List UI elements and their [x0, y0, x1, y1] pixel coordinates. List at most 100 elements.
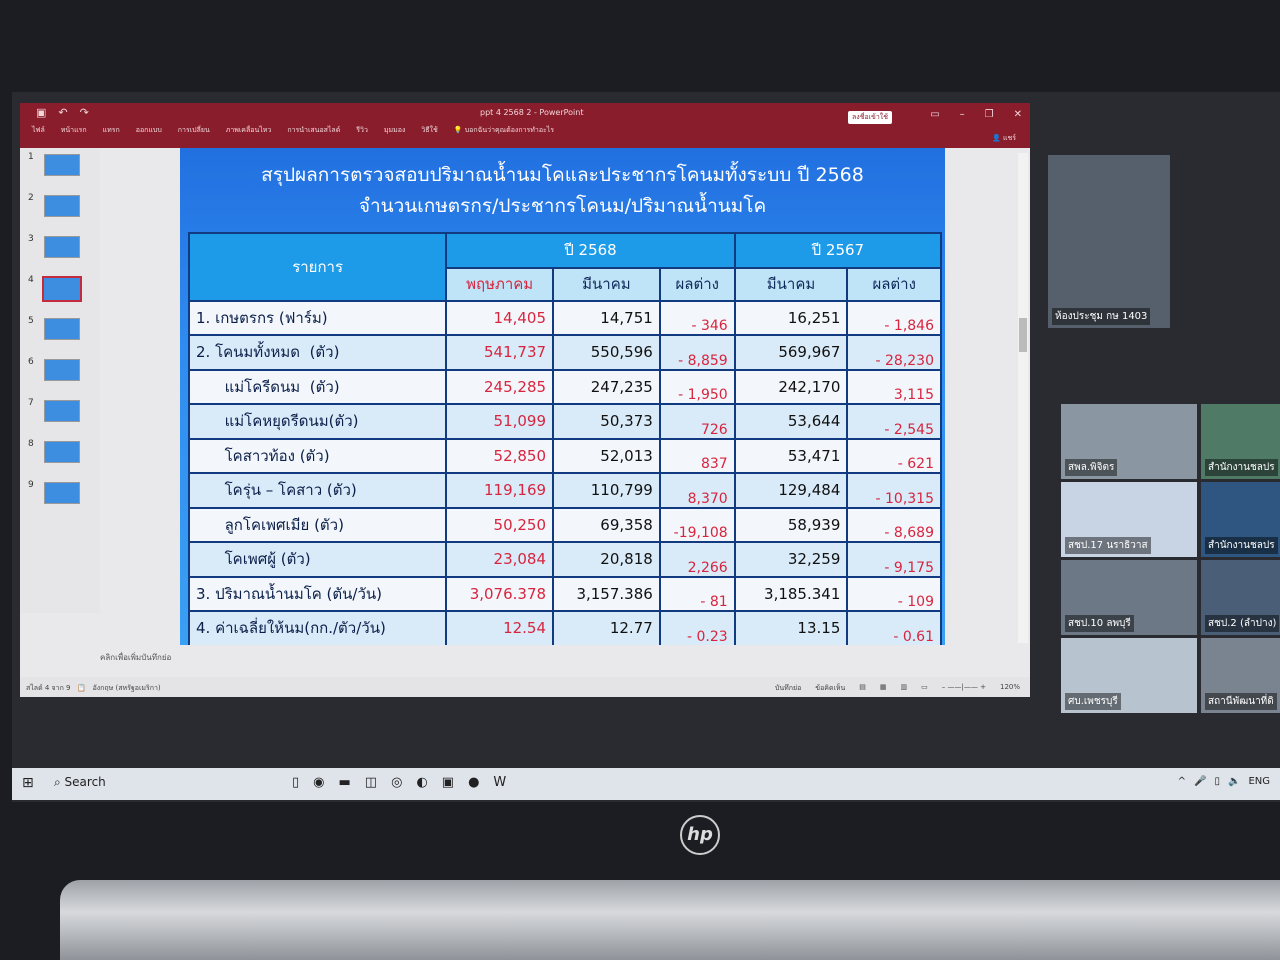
video-tile[interactable]: สำนักงานชลปร	[1201, 404, 1280, 479]
participant-name: ห้องประชุม กษ 1403	[1052, 308, 1151, 325]
language-indicator[interactable]: ENG	[1248, 776, 1270, 787]
redo-icon[interactable]: ↷	[79, 106, 101, 119]
close-button[interactable]: ✕	[1013, 109, 1022, 120]
mar67-value: 53,471	[733, 437, 849, 474]
scrollbar-thumb[interactable]	[1019, 318, 1027, 352]
video-tile[interactable]: สชป.10 ลพบุรี	[1061, 560, 1197, 635]
copilot-icon[interactable]: ◉	[313, 775, 325, 790]
slideshow-icon[interactable]: ▭	[921, 683, 928, 691]
tab-home[interactable]: หน้าแรก	[60, 126, 87, 134]
video-tile[interactable]: ศบ.เพชรบุรี	[1061, 638, 1197, 713]
tell-me-search[interactable]: 💡 บอกฉันว่าคุณต้องการทำอะไร	[453, 126, 555, 134]
minimize-button[interactable]: –	[959, 109, 965, 120]
slide-thumbnail[interactable]	[44, 236, 80, 258]
slide-thumbnail[interactable]	[44, 482, 80, 504]
tray-chevron-icon[interactable]: ^	[1177, 776, 1187, 787]
table-row: 1. เกษตรกร (ฟาร์ม) 14,405 14,751- 346 16,25…	[187, 299, 942, 336]
volume-icon[interactable]: 🔈	[1227, 776, 1241, 787]
slide-thumbnail[interactable]	[44, 318, 80, 340]
mar67-value: 13.15	[733, 610, 849, 645]
taskbar: ⊞ ⌕ Search ▯ ◉ ▬ ◫ ◎ ◐ ▣ ● W ^ 🎤 ▯ 🔈 ENG	[12, 768, 1280, 800]
normal-view-icon[interactable]: ▤	[859, 683, 866, 691]
wifi-icon[interactable]: ▯	[1214, 776, 1220, 787]
item-label: โคสาวท้อง (ตัว)	[187, 437, 448, 474]
task-view-icon[interactable]: ▯	[292, 775, 300, 790]
slide-sorter-icon[interactable]: ▦	[879, 683, 887, 691]
slide-thumbnail[interactable]	[44, 441, 80, 463]
thumb-number: 9	[28, 480, 34, 490]
video-tile[interactable]: สพล.พิจิตร	[1061, 404, 1197, 479]
mar67-value: 569,967	[733, 334, 849, 371]
edge-icon[interactable]: ◐	[416, 775, 428, 790]
ribbon-display-icon[interactable]: ▭	[930, 109, 940, 120]
sign-in-button[interactable]: ลงชื่อเข้าใช้	[848, 111, 892, 124]
participant-name: สชป.10 ลพบุรี	[1065, 615, 1134, 632]
video-tile[interactable]: สำนักงานชลปร	[1201, 482, 1280, 557]
slide-canvas[interactable]: สรุปผลการตรวจสอบปริมาณน้ำนมโคและประชากรโ…	[180, 148, 945, 645]
slide-thumbnail[interactable]	[44, 400, 80, 422]
slide-thumbnail-panel: 1 2 3 4 5 6 7 8 9	[20, 148, 100, 613]
chrome-icon[interactable]: ◎	[391, 775, 403, 790]
quick-access-toolbar[interactable]: ▣↶↷	[36, 106, 101, 119]
mar-value: 69,358	[552, 506, 661, 543]
zoom-slider[interactable]: – ——|—— +	[941, 683, 986, 691]
windows-start-icon[interactable]: ⊞	[22, 775, 34, 791]
slide-thumbnail[interactable]	[44, 154, 80, 176]
share-button[interactable]: 👤 แชร์	[992, 134, 1016, 142]
word-icon[interactable]: W	[493, 775, 507, 790]
tab-insert[interactable]: แทรก	[102, 126, 120, 134]
header-diff: ผลต่าง	[658, 266, 736, 302]
tab-transitions[interactable]: การเปลี่ยน	[177, 126, 210, 134]
vertical-scrollbar[interactable]	[1018, 153, 1028, 643]
mic-icon[interactable]: 🎤	[1194, 776, 1207, 787]
video-tile[interactable]: สชป.2 (ลำปาง)	[1201, 560, 1280, 635]
tab-design[interactable]: ออกแบบ	[135, 126, 162, 134]
status-bar: สไลด์ 4 จาก 9 📋 อังกฤษ (สหรัฐอเมริกา) บั…	[20, 677, 1030, 697]
slide-thumbnail-selected[interactable]	[42, 276, 82, 302]
outlook-icon[interactable]: ◫	[364, 775, 378, 790]
mar-value: 20,818	[552, 541, 661, 578]
may-value: 119,169	[445, 472, 555, 509]
tab-animations[interactable]: ภาพเคลื่อนไหว	[225, 126, 272, 134]
zoom-app-icon[interactable]: ●	[468, 775, 480, 790]
tab-review[interactable]: รีวิว	[356, 126, 368, 134]
header-mar: มีนาคม	[552, 266, 661, 302]
video-tile[interactable]: สถานีพัฒนาที่ดิ	[1201, 638, 1280, 713]
participant-name: สชป.2 (ลำปาง)	[1205, 615, 1280, 632]
slide-thumbnail[interactable]	[44, 195, 80, 217]
mar67-value: 129,484	[733, 472, 849, 509]
item-label: 4. ค่าเฉลี่ยให้นม(กก./ตัว/วัน)	[187, 610, 448, 645]
tab-help[interactable]: วิธีใช้	[421, 126, 438, 134]
header-item: รายการ	[187, 232, 448, 302]
diff67-value: - 8,689	[846, 506, 942, 543]
notes-button[interactable]: บันทึกย่อ	[774, 684, 802, 692]
comments-button[interactable]: ข้อคิดเห็น	[815, 684, 846, 692]
may-value: 23,084	[445, 541, 555, 578]
tab-slideshow[interactable]: การนำเสนอสไลด์	[287, 126, 341, 134]
tab-view[interactable]: มุมมอง	[383, 126, 406, 134]
camera-icon[interactable]: ▣	[441, 775, 455, 790]
diff67-value: - 9,175	[846, 541, 942, 578]
diff-value: - 1,950	[658, 368, 736, 405]
mar-value: 110,799	[552, 472, 661, 509]
language[interactable]: อังกฤษ (สหรัฐอเมริกา)	[92, 684, 161, 692]
may-value: 541,737	[445, 334, 555, 371]
diff67-value: - 28,230	[846, 334, 942, 371]
video-tile[interactable]: สชป.17 นราธิวาส	[1061, 482, 1197, 557]
reading-view-icon[interactable]: ▥	[900, 683, 908, 691]
header-may: พฤษภาคม	[445, 266, 555, 302]
restore-button[interactable]: ❐	[984, 109, 994, 120]
zoom-level[interactable]: 120%	[999, 683, 1020, 691]
diff-value: 8,370	[658, 472, 736, 509]
mar67-value: 3,185.341	[733, 575, 849, 612]
taskbar-search[interactable]: ⌕ Search	[54, 775, 106, 789]
save-icon[interactable]: ▣	[36, 106, 59, 119]
mar-value: 14,751	[552, 299, 661, 336]
notes-pane[interactable]: คลิกเพื่อเพิ่มบันทึกย่อ	[100, 653, 172, 662]
video-main[interactable]: ห้องประชุม กษ 1403	[1048, 155, 1170, 328]
file-explorer-icon[interactable]: ▬	[338, 775, 351, 790]
undo-icon[interactable]: ↶	[58, 106, 80, 119]
diff67-value: 3,115	[846, 368, 942, 405]
tab-file[interactable]: ไฟล์	[32, 126, 45, 134]
slide-thumbnail[interactable]	[44, 359, 80, 381]
